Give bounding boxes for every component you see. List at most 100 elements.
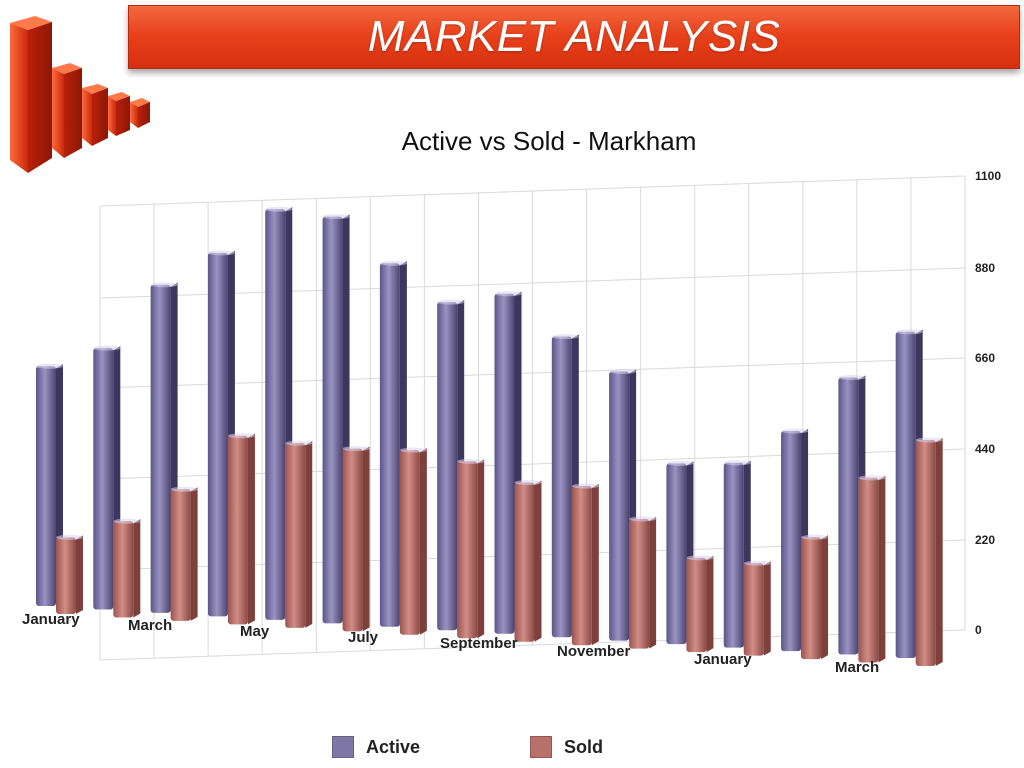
- bar-active-front: [551, 336, 572, 638]
- bar-sold-cap: [743, 560, 771, 566]
- bar-active-cap: [150, 282, 178, 288]
- bar-sold-side: [706, 555, 714, 653]
- bar-sold: [227, 433, 255, 625]
- bar-sold-front: [801, 537, 822, 660]
- bar-sold-cap: [514, 480, 542, 486]
- y-tick-label: 1100: [975, 169, 1001, 183]
- bar-sold-front: [170, 489, 191, 621]
- bar-sold-side: [76, 535, 83, 614]
- bar-active-cap: [437, 299, 465, 305]
- x-tick-label: January: [694, 651, 752, 668]
- bar-sold-side: [362, 446, 370, 632]
- banner-title: MARKET ANALYSIS: [367, 12, 781, 61]
- bar-sold: [285, 440, 313, 628]
- bar-sold-front: [399, 450, 420, 635]
- bar-sold-cap: [801, 534, 829, 540]
- bar-sold-front: [514, 482, 535, 642]
- y-tick-label: 660: [975, 351, 995, 365]
- bar-sold-front: [686, 557, 707, 653]
- x-tick-label: January: [22, 611, 80, 628]
- title-banner: MARKET ANALYSIS: [128, 5, 1020, 69]
- bar-sold: [915, 437, 943, 666]
- bar-sold-front: [56, 537, 76, 614]
- bar-active-cap: [379, 260, 407, 266]
- bar-active-cap: [322, 214, 350, 220]
- bar-sold-cap: [399, 447, 427, 453]
- bar-active-cap: [723, 460, 751, 466]
- bar-active-cap: [781, 428, 809, 434]
- bar-sold-side: [591, 484, 599, 646]
- bar-sold: [686, 555, 714, 653]
- bar-active-cap: [838, 374, 866, 380]
- bar-sold-cap: [113, 518, 141, 524]
- bar-active-front: [379, 263, 400, 627]
- bar-sold-cap: [629, 516, 657, 522]
- bar-sold: [514, 480, 542, 642]
- bar-active-front: [265, 209, 286, 620]
- bar-sold-front: [743, 563, 764, 656]
- legend-swatch-sold: [530, 736, 552, 758]
- bar-sold-side: [133, 519, 141, 618]
- bar-active-cap: [666, 460, 694, 466]
- bar-sold-cap: [56, 534, 83, 540]
- bar-active-front: [723, 462, 744, 648]
- bar-active-front: [36, 366, 56, 606]
- bar-sold-side: [477, 459, 485, 639]
- x-tick-label: July: [348, 629, 379, 646]
- bar-sold-cap: [285, 440, 313, 446]
- bar-sold: [457, 458, 485, 639]
- bar-sold: [399, 447, 427, 635]
- legend-swatch-active: [332, 736, 354, 758]
- legend-item-active: Active: [332, 736, 420, 758]
- bar-sold-side: [247, 433, 255, 625]
- bar-active-cap: [36, 363, 63, 369]
- bar-active-front: [150, 284, 171, 613]
- bar-sold-side: [821, 535, 829, 660]
- bar-sold-front: [915, 440, 936, 666]
- bar-sold: [629, 516, 657, 649]
- y-tick-label: 880: [975, 261, 995, 275]
- chart-title: Active vs Sold - Markham: [401, 126, 697, 156]
- y-tick-label: 440: [975, 442, 995, 456]
- bar-active-front: [322, 216, 343, 624]
- bar-sold-cap: [915, 437, 943, 443]
- x-tick-label: March: [128, 617, 172, 634]
- bar-sold-side: [649, 516, 657, 649]
- bar-sold-side: [878, 475, 886, 663]
- bar-active-cap: [207, 250, 235, 256]
- bar-sold-cap: [457, 458, 485, 464]
- bar-sold: [858, 475, 886, 663]
- bar-active-front: [207, 252, 228, 617]
- bar-active-front: [609, 371, 630, 641]
- x-tick-label: September: [440, 635, 518, 652]
- bar-active-cap: [93, 345, 121, 351]
- bar-sold-side: [534, 480, 542, 642]
- bar-sold-cap: [227, 433, 255, 439]
- bar-active-cap: [551, 334, 579, 340]
- bar-active-front: [838, 377, 859, 655]
- bar-sold-front: [629, 518, 650, 649]
- bar-sold: [56, 534, 83, 614]
- bar-active-cap: [494, 291, 522, 297]
- bar-active: [723, 460, 751, 648]
- bar-sold-front: [227, 435, 248, 625]
- bar-sold-cap: [686, 555, 714, 561]
- bar-active-front: [494, 293, 515, 634]
- bar-sold-cap: [858, 475, 886, 481]
- bar-active-front: [93, 348, 114, 610]
- bar-sold-cap: [342, 446, 370, 452]
- bar-active-front: [666, 463, 687, 645]
- bar-sold-side: [419, 448, 427, 635]
- x-tick-label: March: [835, 659, 879, 676]
- bar-sold-front: [858, 477, 879, 663]
- bar-sold: [801, 534, 829, 660]
- bar-sold-front: [285, 443, 306, 628]
- bar-sold-front: [457, 461, 478, 639]
- bar-active-front: [437, 302, 458, 631]
- bar-sold-side: [763, 561, 771, 656]
- bar-sold: [342, 446, 370, 632]
- bar-sold-front: [113, 521, 134, 618]
- bar-sold-side: [305, 441, 313, 628]
